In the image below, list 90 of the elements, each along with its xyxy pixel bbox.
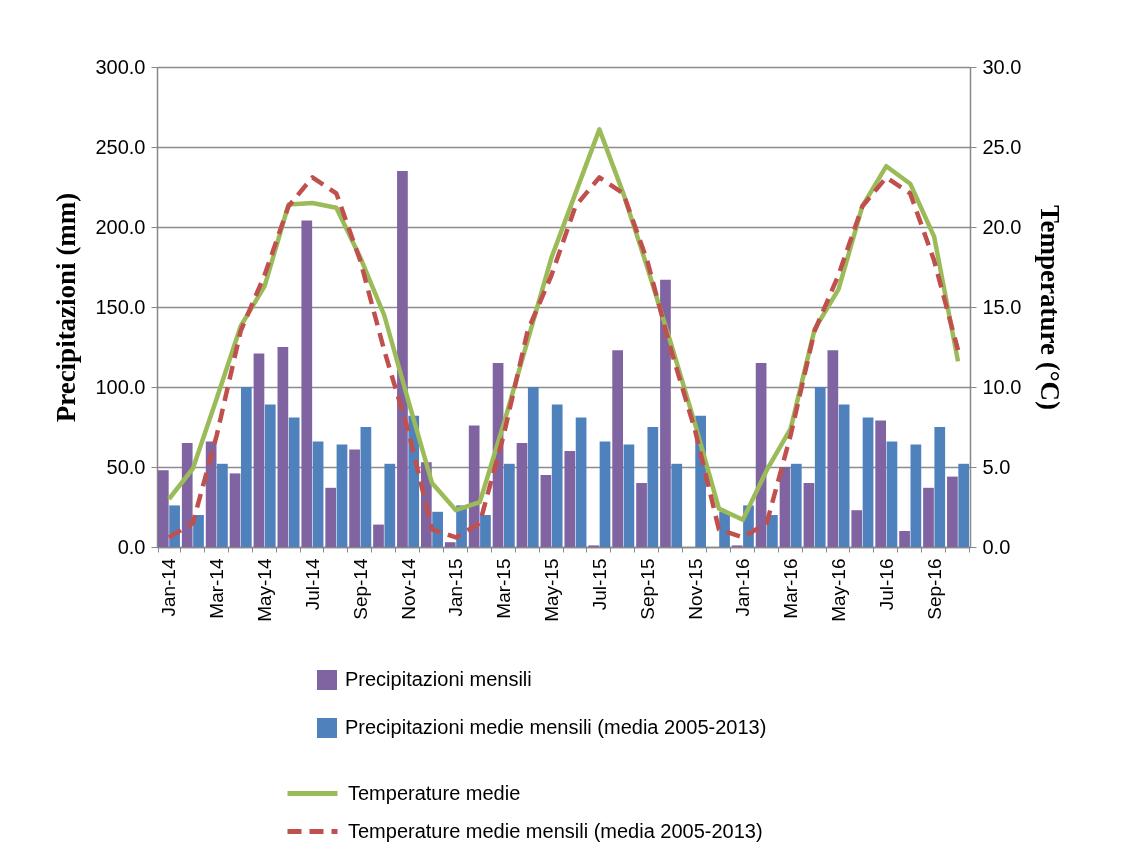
bar bbox=[671, 463, 683, 547]
bar bbox=[623, 444, 635, 547]
bar bbox=[779, 467, 791, 547]
x-tick-label: Jan-14 bbox=[158, 558, 180, 617]
bar bbox=[288, 417, 300, 547]
x-tick-label: Jul-14 bbox=[301, 558, 323, 611]
x-tick-label: Sep-15 bbox=[636, 558, 658, 620]
x-tick-label: Mar-15 bbox=[493, 558, 515, 619]
bar bbox=[540, 475, 552, 547]
bar bbox=[240, 387, 252, 547]
x-tick-label: Nov-14 bbox=[397, 558, 419, 620]
bar bbox=[803, 483, 815, 547]
bar bbox=[851, 510, 863, 547]
bar bbox=[551, 404, 563, 547]
bar bbox=[516, 443, 528, 547]
bar bbox=[397, 171, 408, 547]
bar bbox=[504, 463, 515, 547]
x-tick-label: Mar-14 bbox=[206, 558, 228, 619]
y2-tick-label: 15.0 bbox=[982, 295, 1022, 318]
bar bbox=[373, 524, 384, 547]
x-tick-label: May-14 bbox=[254, 558, 276, 622]
x-tick-label: Jan-15 bbox=[445, 558, 467, 617]
bar bbox=[277, 347, 289, 547]
x-tick-label: Jul-16 bbox=[875, 558, 897, 611]
bar bbox=[229, 473, 241, 547]
y2-tick-label: 20.0 bbox=[982, 215, 1022, 238]
y-tick-label: 200.0 bbox=[95, 215, 146, 238]
bar bbox=[934, 427, 946, 547]
y-tick-label: 0.0 bbox=[117, 535, 146, 558]
bar bbox=[862, 417, 874, 547]
bar bbox=[647, 427, 659, 547]
y2-axis-title: Temperature (°C) bbox=[1035, 204, 1066, 411]
x-tick-label: Sep-16 bbox=[923, 558, 945, 620]
bar bbox=[564, 451, 576, 547]
bar bbox=[767, 515, 778, 547]
y-tick-label: 50.0 bbox=[106, 455, 146, 478]
bar bbox=[838, 404, 850, 547]
legend-label: Temperature medie bbox=[348, 781, 521, 804]
y2-tick-label: 10.0 bbox=[982, 375, 1022, 398]
bar bbox=[923, 487, 934, 547]
bar bbox=[157, 470, 169, 547]
y-axis-title: Precipitazioni (mm) bbox=[51, 192, 82, 423]
y2-tick-label: 25.0 bbox=[982, 135, 1022, 158]
bar bbox=[910, 444, 922, 547]
legend-label: Precipitazioni medie mensili (media 2005-2013) bbox=[345, 716, 767, 738]
bar bbox=[312, 441, 324, 547]
bar bbox=[384, 463, 396, 547]
bar bbox=[875, 420, 887, 547]
legend-label: Precipitazioni mensili bbox=[345, 668, 532, 690]
bar bbox=[325, 487, 337, 547]
bar bbox=[660, 279, 671, 547]
bar bbox=[193, 515, 204, 547]
y2-tick-label: 30.0 bbox=[982, 55, 1022, 78]
bar bbox=[827, 350, 839, 547]
x-tick-label: Nov-15 bbox=[684, 558, 706, 620]
bar bbox=[253, 353, 265, 547]
bar bbox=[612, 350, 623, 547]
bar bbox=[480, 515, 491, 547]
bar bbox=[947, 476, 958, 547]
bar bbox=[349, 449, 360, 547]
x-tick-label: Jan-16 bbox=[732, 558, 754, 617]
bar bbox=[264, 404, 276, 547]
bar bbox=[360, 427, 372, 547]
bar bbox=[636, 483, 647, 547]
legend-label: Temperature medie mensili (media 2005-2013) bbox=[348, 819, 763, 842]
bar bbox=[575, 417, 587, 547]
bar bbox=[301, 220, 313, 547]
bar bbox=[468, 425, 480, 547]
bar bbox=[444, 542, 456, 547]
bar bbox=[958, 463, 970, 547]
bar bbox=[899, 531, 910, 547]
bar bbox=[217, 463, 228, 547]
x-tick-label: May-15 bbox=[541, 558, 563, 622]
y-tick-label: 100.0 bbox=[95, 375, 146, 398]
y-tick-label: 300.0 bbox=[95, 55, 146, 78]
y-tick-label: 150.0 bbox=[95, 295, 146, 318]
x-tick-label: Mar-16 bbox=[780, 558, 802, 619]
x-tick-label: Sep-14 bbox=[349, 558, 371, 620]
bar bbox=[790, 463, 802, 547]
y2-tick-label: 0.0 bbox=[982, 535, 1011, 558]
bar bbox=[599, 441, 611, 547]
bar bbox=[336, 444, 348, 547]
x-tick-label: Jul-15 bbox=[588, 558, 610, 611]
bar bbox=[886, 441, 898, 547]
x-tick-label: May-16 bbox=[827, 558, 849, 622]
y2-tick-label: 5.0 bbox=[982, 455, 1011, 478]
y-tick-label: 250.0 bbox=[95, 135, 146, 158]
bar bbox=[527, 387, 539, 547]
bar bbox=[814, 387, 826, 547]
line-series bbox=[166, 175, 961, 540]
